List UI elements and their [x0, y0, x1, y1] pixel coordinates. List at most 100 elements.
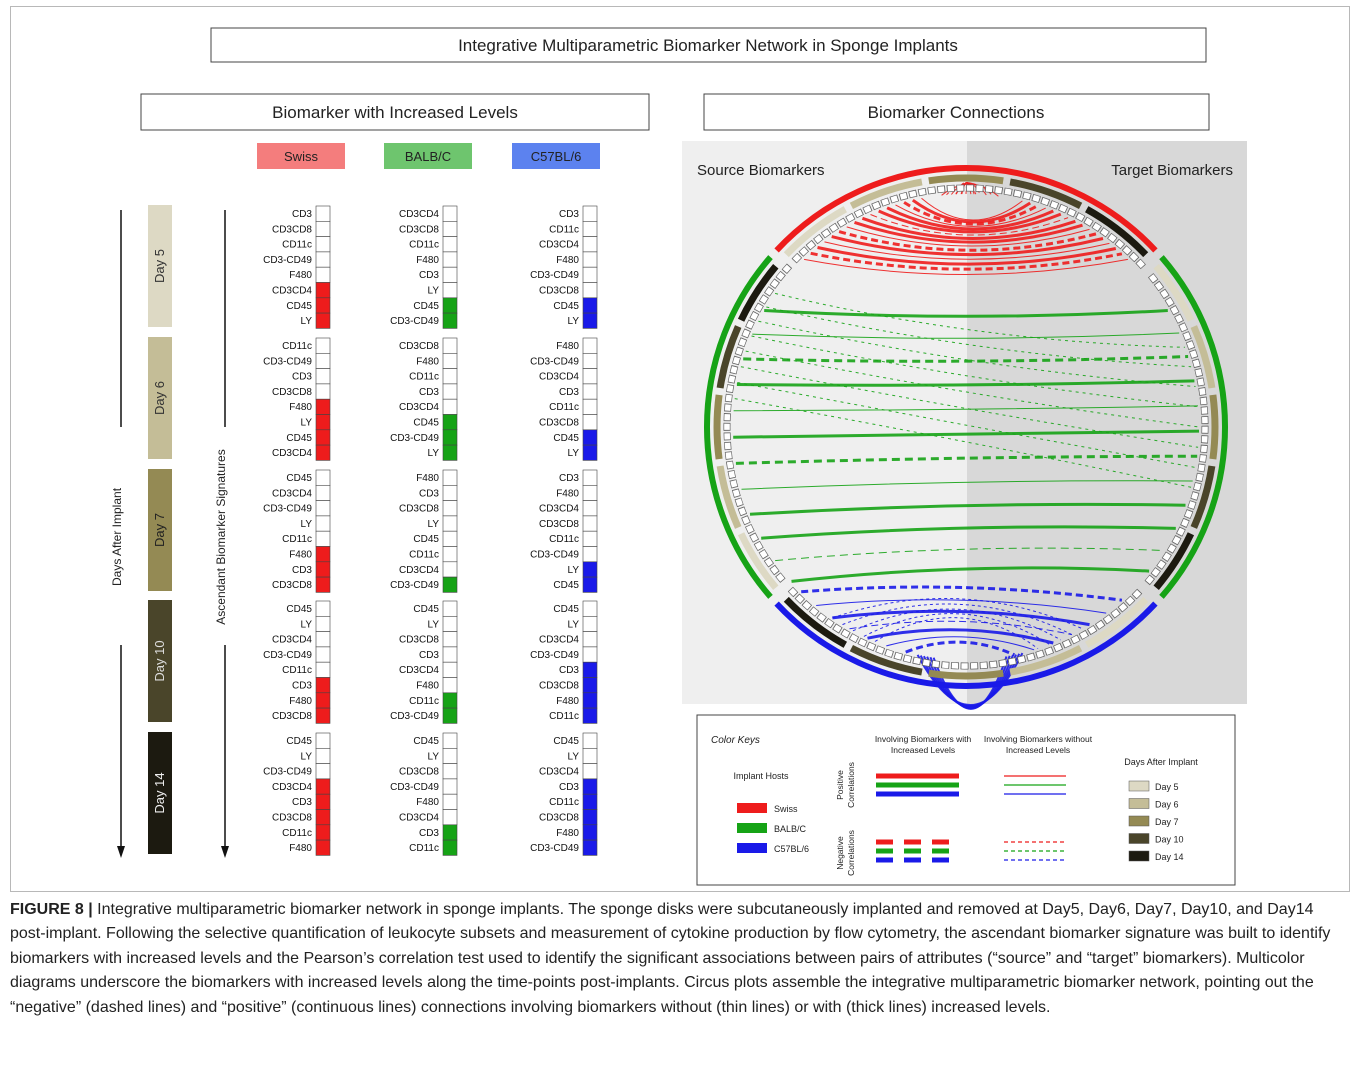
signature-label: CD3CD4 — [539, 240, 579, 251]
signature-cell — [442, 530, 458, 547]
signature-label: F480 — [416, 255, 439, 266]
circos-biomarker-tick-inner — [1175, 314, 1183, 323]
signature-label: CD11c — [282, 240, 312, 251]
signature-cell — [582, 312, 598, 329]
signature-label: CD3-CD49 — [530, 550, 579, 561]
signature-cell — [315, 692, 331, 709]
signature-cell — [315, 793, 331, 810]
signature-cell — [442, 732, 458, 749]
circos-biomarker-tick-inner — [782, 264, 791, 273]
circos-biomarker-tick-inner — [1076, 213, 1085, 222]
host-header-label: Swiss — [284, 149, 318, 164]
signature-label: LY — [428, 751, 440, 762]
circos-day-arc — [1209, 394, 1219, 460]
signature-label: CD45 — [553, 433, 579, 444]
signature-cell — [582, 515, 598, 532]
circos-biomarker-tick-inner — [1183, 332, 1191, 341]
signature-cell — [582, 469, 598, 486]
circos-biomarker-tick-inner — [1167, 544, 1176, 553]
signature-label: CD11c — [549, 711, 579, 722]
main-title: Integrative Multiparametric Biomarker Ne… — [458, 36, 958, 55]
circos-biomarker-tick-inner — [770, 565, 779, 575]
signature-cell — [582, 429, 598, 446]
circos-day-arc — [1190, 325, 1216, 389]
circos-link — [736, 379, 1195, 387]
signature-cell — [315, 809, 331, 826]
circos-biomarker-tick-inner — [1198, 464, 1205, 472]
circos-biomarker-tick-inner — [1199, 387, 1206, 395]
circos-host-arc — [774, 165, 1158, 253]
circos-link — [810, 251, 1123, 271]
signature-label: CD3-CD49 — [263, 255, 312, 266]
signature-label: CD45 — [553, 580, 579, 591]
signature-label: CD45 — [413, 418, 439, 429]
circos-link — [911, 198, 1032, 224]
circos-biomarker-tick-inner — [788, 587, 798, 597]
signature-cell — [315, 484, 331, 501]
right-title-box — [703, 93, 1210, 131]
circos-biomarker-tick-inner — [1079, 630, 1088, 639]
signature-cell — [442, 236, 458, 253]
signature-cell — [442, 205, 458, 222]
signature-cell — [582, 221, 598, 237]
signature-cell — [315, 546, 331, 563]
signature-label: F480 — [289, 843, 312, 854]
circos-biomarker-tick-inner — [867, 642, 876, 651]
circos-link — [752, 332, 1180, 339]
signature-label: CD3-CD49 — [263, 767, 312, 778]
signature-label: F480 — [416, 473, 439, 484]
circos-biomarker-tick-inner — [1122, 246, 1132, 255]
signature-cell — [315, 398, 331, 415]
circos-link — [766, 306, 1192, 368]
signature-label: CD3CD4 — [399, 665, 439, 676]
signature-cell — [442, 824, 458, 841]
signature-cell — [442, 469, 458, 486]
signature-label: CD45 — [286, 473, 312, 484]
signature-label: LY — [301, 519, 313, 530]
signature-cell — [582, 444, 598, 461]
circos-biomarker-tick-inner — [728, 470, 736, 479]
signature-label: CD3CD4 — [272, 286, 312, 297]
circos-biomarker-tick-inner — [903, 655, 912, 663]
signature-label: CD11c — [409, 550, 439, 561]
circos-link — [749, 502, 1186, 516]
circos-link — [838, 230, 1097, 252]
circos-biomarker-tick-inner — [1041, 197, 1050, 206]
circos-biomarker-tick-inner — [1189, 350, 1198, 358]
circos-day-arc — [783, 206, 848, 258]
circos-biomarker-tick-inner — [854, 209, 863, 218]
signature-cell — [582, 236, 598, 253]
circos-biomarker-tick-inner — [724, 404, 731, 411]
circos-link — [751, 335, 1199, 408]
signature-label: F480 — [556, 488, 579, 499]
signature-label: CD11c — [282, 534, 312, 545]
circos-biomarker-tick-inner — [732, 356, 740, 365]
signature-label: CD3-CD49 — [530, 843, 579, 854]
circos-host-arc — [703, 255, 773, 599]
signature-cell — [582, 251, 598, 268]
days-axis-label: Days After Implant — [110, 487, 124, 586]
signature-label: F480 — [416, 681, 439, 692]
signature-label: LY — [301, 316, 313, 327]
host-header-0 — [257, 143, 345, 169]
circos-link — [874, 617, 1039, 650]
signature-cell — [315, 763, 331, 780]
signature-cell — [315, 732, 331, 749]
signature-cell — [582, 732, 598, 749]
signature-cell — [442, 576, 458, 593]
circos-link — [816, 599, 1107, 614]
circos-biomarker-tick-inner — [941, 662, 949, 669]
signature-label: CD3CD8 — [399, 767, 439, 778]
legend-host-swatch — [737, 843, 767, 853]
legend-day-swatch — [1128, 780, 1150, 792]
host-header-1 — [384, 143, 472, 169]
host-header-2 — [512, 143, 600, 169]
circos-day-arc — [1190, 465, 1216, 529]
circos-biomarker-tick-inner — [909, 190, 917, 198]
signature-label: CD45 — [286, 301, 312, 312]
signature-label: CD11c — [549, 224, 579, 235]
right-title: Biomarker Connections — [868, 103, 1045, 122]
signature-cell — [442, 631, 458, 648]
legend-hosts-title: Implant Hosts — [733, 771, 789, 781]
signature-label: CD11c — [549, 797, 579, 808]
